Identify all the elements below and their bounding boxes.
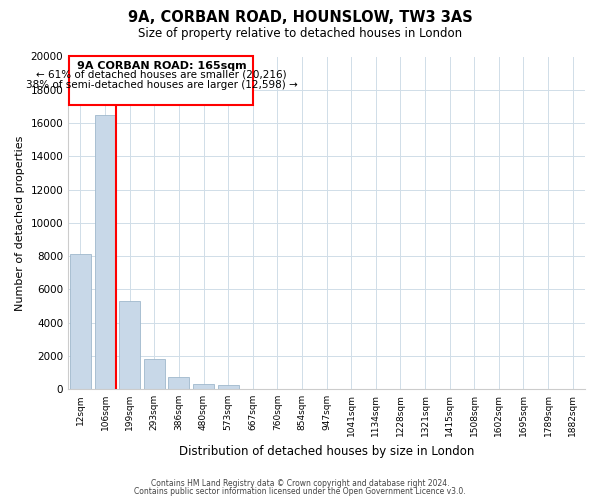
Bar bbox=[169, 376, 190, 389]
Text: 9A, CORBAN ROAD, HOUNSLOW, TW3 3AS: 9A, CORBAN ROAD, HOUNSLOW, TW3 3AS bbox=[128, 10, 472, 25]
Bar bbox=[95, 114, 116, 389]
Text: 9A CORBAN ROAD: 165sqm: 9A CORBAN ROAD: 165sqm bbox=[77, 62, 247, 72]
Text: Contains public sector information licensed under the Open Government Licence v3: Contains public sector information licen… bbox=[134, 487, 466, 496]
Bar bbox=[218, 385, 239, 389]
Text: Size of property relative to detached houses in London: Size of property relative to detached ho… bbox=[138, 28, 462, 40]
Text: Contains HM Land Registry data © Crown copyright and database right 2024.: Contains HM Land Registry data © Crown c… bbox=[151, 478, 449, 488]
Bar bbox=[193, 384, 214, 389]
FancyBboxPatch shape bbox=[70, 56, 253, 104]
Text: ← 61% of detached houses are smaller (20,216): ← 61% of detached houses are smaller (20… bbox=[37, 70, 287, 80]
Bar bbox=[70, 254, 91, 389]
Text: 38% of semi-detached houses are larger (12,598) →: 38% of semi-detached houses are larger (… bbox=[26, 80, 298, 90]
Y-axis label: Number of detached properties: Number of detached properties bbox=[15, 135, 25, 310]
Bar bbox=[144, 359, 165, 389]
X-axis label: Distribution of detached houses by size in London: Distribution of detached houses by size … bbox=[179, 444, 474, 458]
Bar bbox=[119, 301, 140, 389]
